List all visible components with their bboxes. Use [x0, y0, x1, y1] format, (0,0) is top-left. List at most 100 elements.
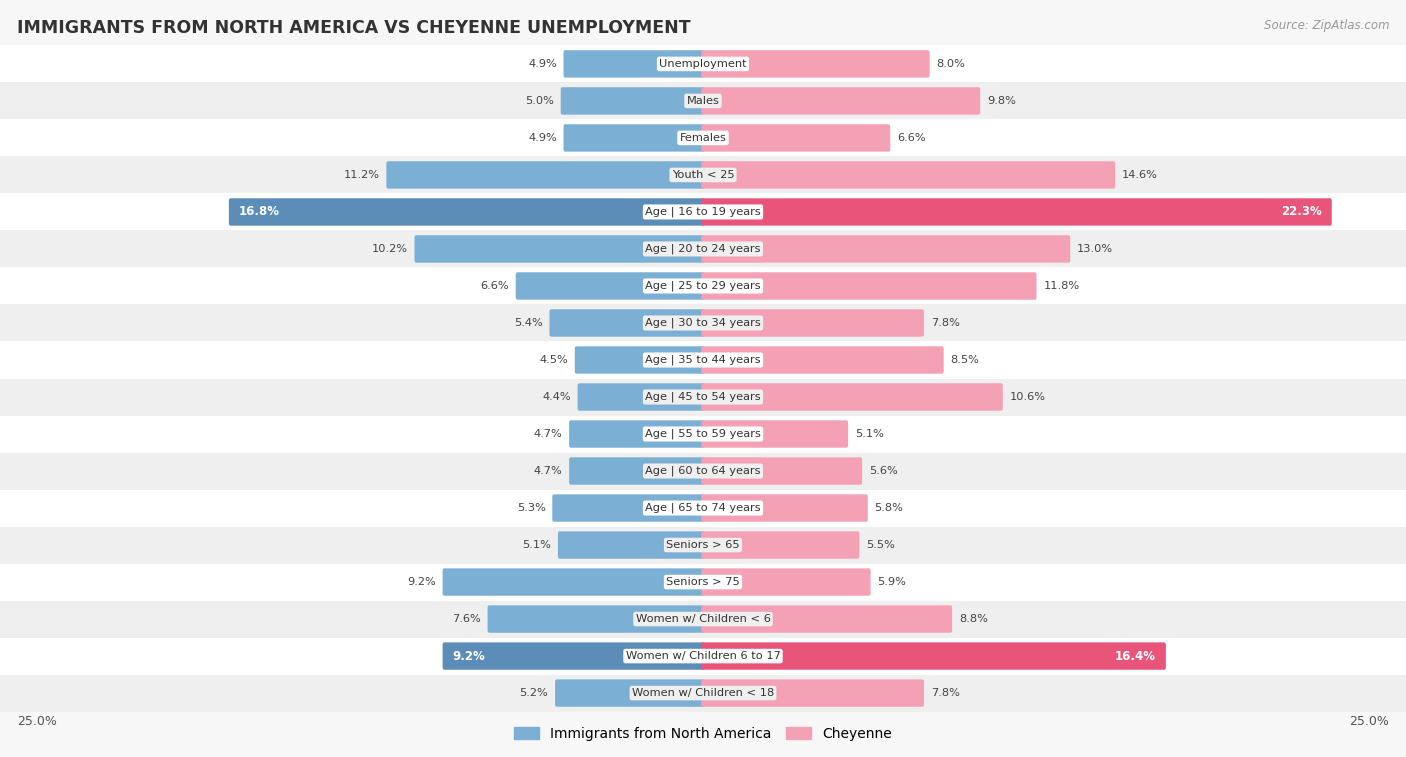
FancyBboxPatch shape [561, 87, 704, 114]
Text: 8.0%: 8.0% [936, 59, 966, 69]
Text: 5.2%: 5.2% [520, 688, 548, 698]
Text: 4.9%: 4.9% [529, 59, 557, 69]
Text: 5.5%: 5.5% [866, 540, 896, 550]
Text: 7.6%: 7.6% [453, 614, 481, 624]
FancyBboxPatch shape [702, 531, 859, 559]
Bar [0, 527, 1406, 563]
Text: 25.0%: 25.0% [17, 715, 56, 728]
Bar [0, 304, 1406, 341]
Text: 11.2%: 11.2% [343, 170, 380, 180]
Text: Women w/ Children < 18: Women w/ Children < 18 [631, 688, 775, 698]
Text: 4.4%: 4.4% [543, 392, 571, 402]
FancyBboxPatch shape [702, 87, 980, 114]
FancyBboxPatch shape [702, 643, 1166, 670]
FancyBboxPatch shape [702, 50, 929, 78]
Bar [0, 637, 1406, 674]
FancyBboxPatch shape [702, 606, 952, 633]
FancyBboxPatch shape [575, 346, 704, 374]
FancyBboxPatch shape [229, 198, 704, 226]
Text: Age | 20 to 24 years: Age | 20 to 24 years [645, 244, 761, 254]
Legend: Immigrants from North America, Cheyenne: Immigrants from North America, Cheyenne [509, 721, 897, 746]
FancyBboxPatch shape [702, 161, 1115, 188]
FancyBboxPatch shape [702, 457, 862, 484]
Text: Age | 55 to 59 years: Age | 55 to 59 years [645, 428, 761, 439]
FancyBboxPatch shape [564, 124, 704, 151]
Text: 5.1%: 5.1% [855, 429, 884, 439]
Bar [0, 490, 1406, 527]
FancyBboxPatch shape [702, 569, 870, 596]
Text: 14.6%: 14.6% [1122, 170, 1159, 180]
Bar [0, 230, 1406, 267]
Text: 11.8%: 11.8% [1043, 281, 1080, 291]
FancyBboxPatch shape [443, 569, 704, 596]
Text: Women w/ Children < 6: Women w/ Children < 6 [636, 614, 770, 624]
FancyBboxPatch shape [702, 346, 943, 374]
Bar [0, 378, 1406, 416]
Text: 5.8%: 5.8% [875, 503, 904, 513]
Text: 16.8%: 16.8% [239, 205, 280, 219]
Text: 22.3%: 22.3% [1281, 205, 1322, 219]
Bar [0, 563, 1406, 600]
Bar [0, 120, 1406, 157]
FancyBboxPatch shape [702, 494, 868, 522]
Text: 8.5%: 8.5% [950, 355, 980, 365]
Bar [0, 157, 1406, 194]
Text: 6.6%: 6.6% [897, 133, 925, 143]
FancyBboxPatch shape [702, 420, 848, 447]
FancyBboxPatch shape [702, 198, 1331, 226]
Text: Age | 65 to 74 years: Age | 65 to 74 years [645, 503, 761, 513]
Text: 5.9%: 5.9% [877, 577, 907, 587]
Text: 5.3%: 5.3% [516, 503, 546, 513]
FancyBboxPatch shape [702, 235, 1070, 263]
Text: 4.7%: 4.7% [534, 429, 562, 439]
FancyBboxPatch shape [702, 124, 890, 151]
Bar [0, 416, 1406, 453]
FancyBboxPatch shape [702, 273, 1036, 300]
Text: Source: ZipAtlas.com: Source: ZipAtlas.com [1264, 19, 1389, 32]
Text: Age | 25 to 29 years: Age | 25 to 29 years [645, 281, 761, 291]
Bar [0, 453, 1406, 490]
FancyBboxPatch shape [555, 679, 704, 707]
FancyBboxPatch shape [569, 457, 704, 484]
Bar [0, 83, 1406, 120]
FancyBboxPatch shape [702, 383, 1002, 411]
Bar [0, 674, 1406, 712]
FancyBboxPatch shape [702, 310, 924, 337]
Text: Age | 35 to 44 years: Age | 35 to 44 years [645, 355, 761, 365]
Bar [0, 267, 1406, 304]
Text: 16.4%: 16.4% [1115, 650, 1156, 662]
FancyBboxPatch shape [569, 420, 704, 447]
FancyBboxPatch shape [443, 643, 704, 670]
Text: 4.7%: 4.7% [534, 466, 562, 476]
Text: 25.0%: 25.0% [1350, 715, 1389, 728]
Text: Unemployment: Unemployment [659, 59, 747, 69]
Text: 9.2%: 9.2% [453, 650, 485, 662]
FancyBboxPatch shape [415, 235, 704, 263]
Bar [0, 45, 1406, 83]
Text: 10.6%: 10.6% [1010, 392, 1046, 402]
Text: Age | 45 to 54 years: Age | 45 to 54 years [645, 392, 761, 402]
Text: Seniors > 65: Seniors > 65 [666, 540, 740, 550]
Bar [0, 600, 1406, 637]
Text: 4.9%: 4.9% [529, 133, 557, 143]
Text: 9.2%: 9.2% [408, 577, 436, 587]
Bar [0, 341, 1406, 378]
Text: 5.4%: 5.4% [515, 318, 543, 328]
FancyBboxPatch shape [387, 161, 704, 188]
Text: 7.8%: 7.8% [931, 688, 960, 698]
Text: 4.5%: 4.5% [540, 355, 568, 365]
Text: 13.0%: 13.0% [1077, 244, 1114, 254]
Text: Age | 16 to 19 years: Age | 16 to 19 years [645, 207, 761, 217]
Text: 7.8%: 7.8% [931, 318, 960, 328]
FancyBboxPatch shape [564, 50, 704, 78]
Text: 5.1%: 5.1% [522, 540, 551, 550]
Text: Age | 60 to 64 years: Age | 60 to 64 years [645, 466, 761, 476]
FancyBboxPatch shape [578, 383, 704, 411]
Text: Women w/ Children 6 to 17: Women w/ Children 6 to 17 [626, 651, 780, 661]
Text: 8.8%: 8.8% [959, 614, 988, 624]
FancyBboxPatch shape [516, 273, 704, 300]
FancyBboxPatch shape [558, 531, 704, 559]
Text: IMMIGRANTS FROM NORTH AMERICA VS CHEYENNE UNEMPLOYMENT: IMMIGRANTS FROM NORTH AMERICA VS CHEYENN… [17, 19, 690, 37]
Text: Youth < 25: Youth < 25 [672, 170, 734, 180]
Bar [0, 194, 1406, 230]
